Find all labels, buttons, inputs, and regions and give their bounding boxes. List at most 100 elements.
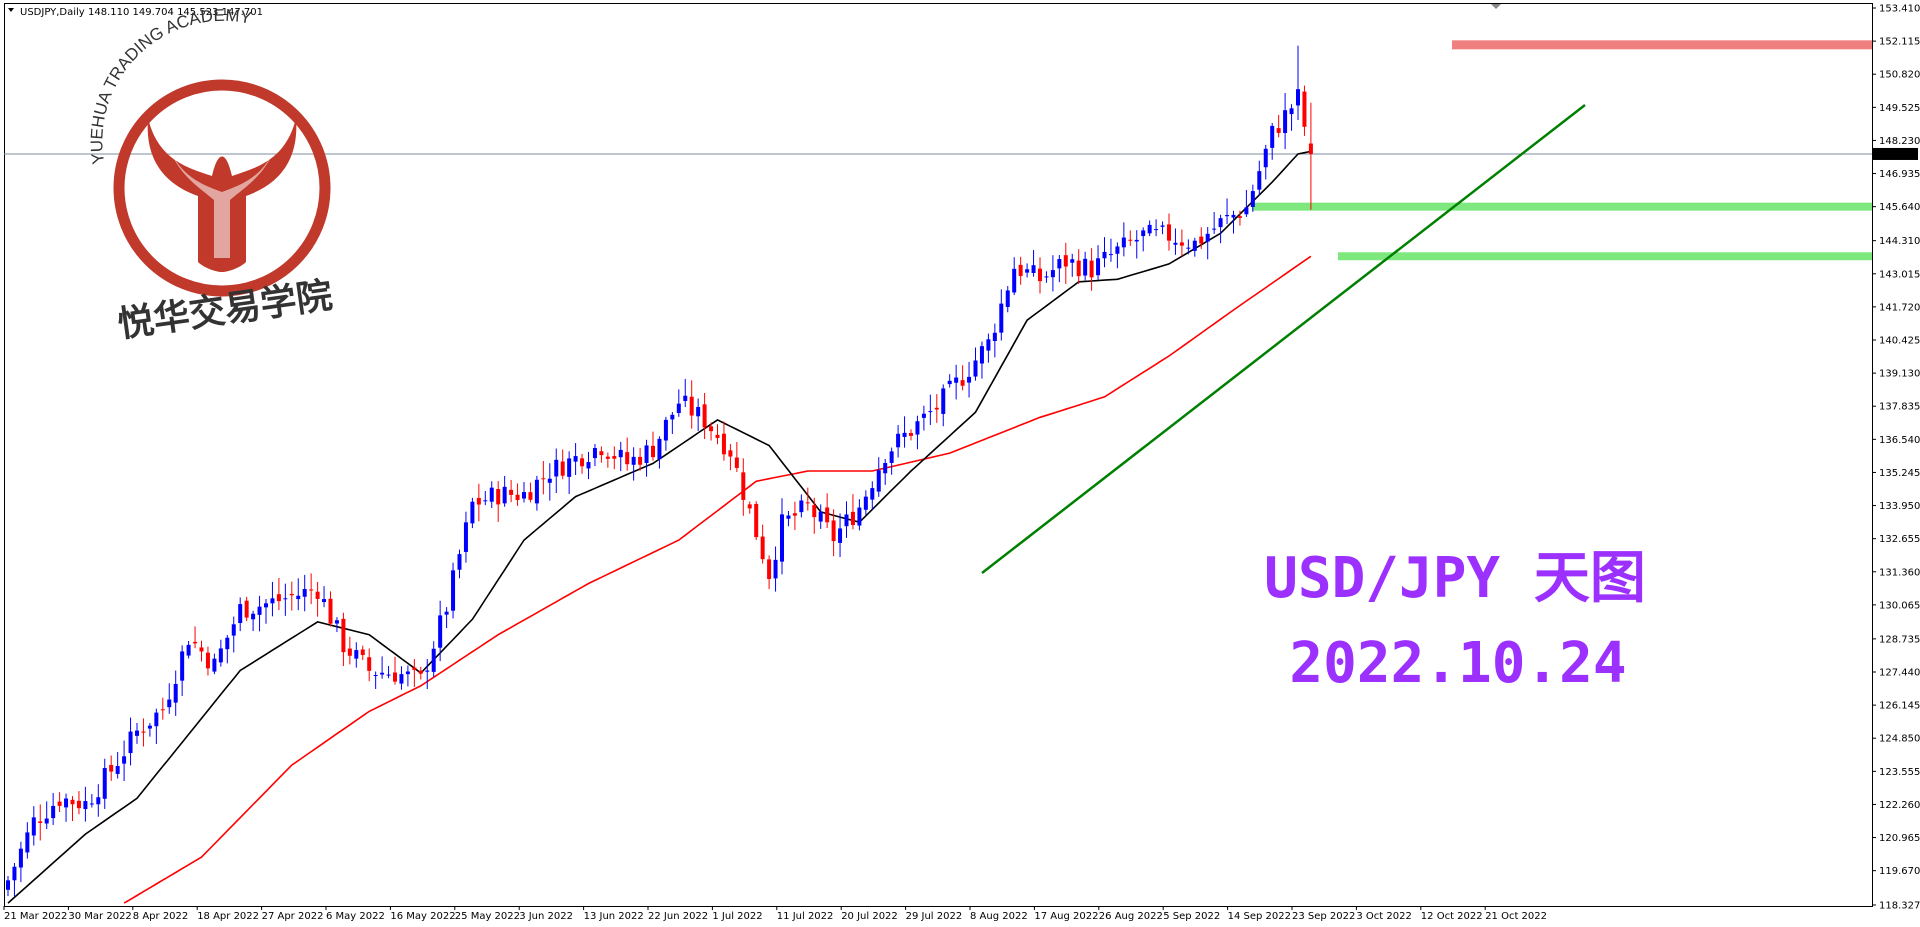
candle-body [373, 675, 378, 677]
y-tick-label: 149.525 [1879, 103, 1920, 114]
candle-body [1018, 264, 1023, 276]
candle-body [76, 800, 81, 809]
candle-body [205, 652, 210, 669]
candle-body [1044, 276, 1049, 278]
overlay-title: USD/JPY 天图 [1264, 546, 1646, 611]
candle-body [296, 595, 301, 600]
candle-body [257, 606, 262, 615]
candle-body [51, 805, 56, 819]
candle-body [1199, 236, 1204, 244]
candle-body [476, 497, 481, 505]
candle-body [999, 303, 1004, 333]
candle-body [618, 449, 623, 458]
candle-body [1128, 239, 1133, 241]
candle-body [38, 821, 43, 824]
candle-body [225, 637, 230, 650]
candle-body [1237, 216, 1242, 218]
candle-body [560, 461, 565, 476]
candle-body [805, 502, 810, 504]
scroll-marker-icon[interactable] [1491, 4, 1501, 9]
candle-body [715, 434, 720, 438]
candle-body [57, 801, 62, 806]
candle-body [1173, 242, 1178, 245]
y-tick-label: 143.015 [1879, 269, 1920, 280]
current-price-box [1872, 147, 1918, 160]
candle-body [283, 598, 288, 600]
candle-body [186, 644, 191, 656]
candle-body [328, 598, 333, 624]
x-tick-label: 29 Jul 2022 [906, 911, 963, 922]
candle-body [883, 463, 888, 474]
candle-body [586, 462, 591, 469]
x-tick-label: 12 Oct 2022 [1421, 911, 1483, 922]
candle-body [850, 511, 855, 526]
candle-body [1070, 259, 1075, 263]
candle-body [522, 492, 526, 499]
candle-body [96, 797, 101, 805]
candle-body [276, 594, 281, 602]
candle-body [1257, 171, 1262, 190]
candle-body [1218, 218, 1223, 228]
candle-body [1302, 91, 1307, 127]
y-tick-label: 133.950 [1879, 501, 1920, 512]
x-tick-label: 21 Oct 2022 [1485, 911, 1547, 922]
candle-body [580, 458, 585, 467]
candle-body [754, 503, 759, 538]
x-tick-label: 22 Jun 2022 [648, 911, 708, 922]
candle-body [1225, 215, 1230, 217]
candle-body [812, 505, 817, 518]
candle-body [915, 421, 920, 435]
x-tick-label: 20 Jul 2022 [841, 911, 898, 922]
candle-body [167, 699, 172, 708]
candle-body [1005, 290, 1010, 307]
candle-body [709, 426, 714, 432]
candle-body [683, 395, 688, 401]
candle-body [70, 799, 75, 805]
candle-body [1205, 233, 1210, 242]
y-tick-label: 118.327 [1879, 901, 1920, 912]
candle-body [31, 817, 36, 836]
candle-body [670, 414, 675, 420]
candle-body [496, 488, 501, 505]
candle-body [418, 670, 423, 674]
candle-body [863, 496, 868, 510]
candle-body [780, 514, 784, 562]
candle-body [644, 445, 649, 464]
x-tick-label: 3 Oct 2022 [1356, 911, 1411, 922]
x-axis: 21 Mar 2022 30 Mar 2022 8 Apr 2022 18 Apr 2… [3, 906, 1547, 922]
candle-body [947, 380, 952, 385]
x-tick-label: 5 Sep 2022 [1163, 911, 1220, 922]
candle-body [573, 456, 578, 462]
candle-body [979, 346, 984, 364]
candle-body [689, 396, 694, 416]
candle-body [412, 667, 417, 670]
candle-body [470, 501, 475, 524]
candle-body [6, 880, 10, 890]
candle-body [734, 457, 739, 468]
candle-body [347, 648, 352, 656]
candle-body [941, 388, 946, 414]
candle-body [1050, 270, 1055, 278]
candle-body [1160, 225, 1165, 227]
candle-body [315, 591, 320, 599]
candle-body [128, 731, 133, 754]
x-tick-label: 14 Sep 2022 [1228, 911, 1291, 922]
y-tick-label: 128.735 [1879, 634, 1920, 645]
candle-body [341, 618, 346, 653]
candle-body [760, 536, 765, 560]
candle-body [1289, 108, 1294, 115]
candle-body [1308, 143, 1313, 154]
candle-body [451, 570, 456, 611]
candle-body [1186, 247, 1191, 249]
candle-body [1025, 269, 1030, 273]
candle-body [173, 683, 178, 703]
candle-body [431, 648, 436, 672]
candle-body [1096, 258, 1101, 276]
candle-body [354, 650, 359, 659]
candle-body [160, 709, 165, 711]
candle-body [457, 554, 462, 570]
candle-body [773, 559, 778, 579]
ma-slow-line [123, 255, 1312, 904]
y-tick-label: 153.410 [1879, 4, 1920, 15]
candle-body [270, 598, 275, 604]
